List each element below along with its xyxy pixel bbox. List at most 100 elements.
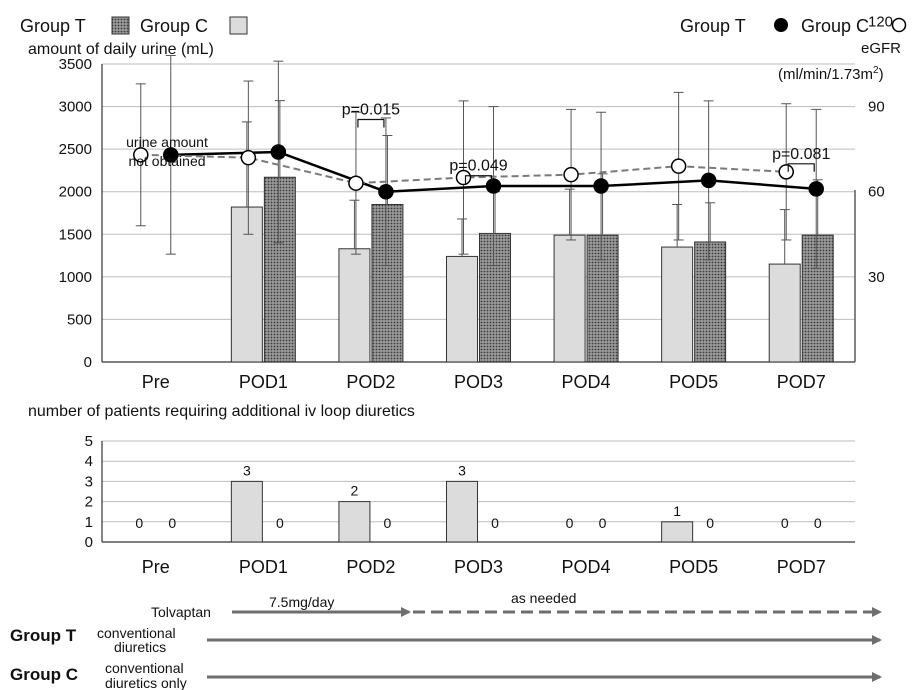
top-ytick-label: 0 bbox=[84, 354, 92, 371]
top-ytick-label: 3500 bbox=[59, 56, 92, 73]
loop-diuretics-chart: number of patients requiring additional … bbox=[28, 403, 855, 577]
diuretics-count-label: 0 bbox=[706, 515, 714, 531]
legend-bar-group-t: Group T bbox=[20, 16, 86, 36]
bottom-category-label: POD3 bbox=[454, 557, 503, 577]
treatment-timeline: Tolvaptan 7.5mg/day as needed Group T co… bbox=[10, 590, 882, 690]
top-right-tick-label: 30 bbox=[868, 269, 885, 286]
top-category-label: POD4 bbox=[562, 372, 611, 392]
point-legend: Group T Group C bbox=[680, 16, 907, 36]
urine-bar-group-c bbox=[338, 248, 371, 363]
bar-legend: Group T Group C bbox=[20, 16, 248, 36]
no-urine-note-line1: urine amount bbox=[126, 134, 208, 150]
bottom-category-label: POD2 bbox=[346, 557, 395, 577]
bottom-ticks: 0 1 2 3 4 5 bbox=[85, 433, 93, 551]
top-ytick-label: 2500 bbox=[59, 141, 92, 158]
egfr-point-group-c bbox=[563, 166, 579, 183]
egfr-point-group-c bbox=[670, 158, 687, 174]
egfr-point-group-t bbox=[700, 172, 717, 189]
legend-point-group-t: Group T bbox=[680, 16, 746, 36]
diuretics-count-label: 0 bbox=[491, 515, 499, 531]
bottom-category-label: POD7 bbox=[777, 557, 826, 577]
top-category-label: Pre bbox=[142, 372, 170, 392]
diuretics-count-label: 0 bbox=[566, 515, 574, 531]
bottom-ytick-label: 2 bbox=[85, 494, 93, 511]
diuretics-count-label: 0 bbox=[814, 515, 822, 531]
significance-bracket bbox=[464, 175, 493, 184]
egfr-point-group-c bbox=[455, 169, 472, 186]
urine-bar-group-t bbox=[694, 241, 727, 363]
urine-bar-group-t bbox=[479, 232, 511, 363]
urine-bar-group-t bbox=[371, 203, 404, 363]
diuretics-bar-group-c bbox=[338, 501, 371, 543]
legend-bar-group-c: Group C bbox=[140, 16, 208, 36]
top-ytick-label: 2000 bbox=[59, 184, 92, 201]
diuretics-count-label: 1 bbox=[673, 503, 681, 519]
top-ylabel: amount of daily urine (mL) bbox=[28, 41, 214, 58]
bottom-ytick-label: 3 bbox=[85, 473, 93, 490]
urine-bar-group-c bbox=[553, 234, 586, 363]
top-category-label: POD3 bbox=[454, 372, 503, 392]
group-t-label: Group T bbox=[10, 626, 77, 645]
as-needed-label: as needed bbox=[511, 590, 576, 606]
top-category-labels: Pre POD1 POD2 POD3 POD4 POD5 POD7 bbox=[142, 372, 826, 392]
urine-bar-group-t bbox=[586, 234, 619, 363]
bottom-category-label: POD4 bbox=[562, 557, 611, 577]
bottom-ytick-label: 5 bbox=[85, 433, 93, 450]
bottom-ytick-label: 1 bbox=[85, 514, 93, 531]
top-ytick-label: 1000 bbox=[59, 269, 92, 286]
legend-point-marker-t bbox=[774, 18, 788, 32]
p-value-label: p=0.049 bbox=[449, 158, 507, 175]
p-value-label: p=0.081 bbox=[772, 146, 830, 163]
egfr-label-line2: (ml/min/1.73m2) bbox=[778, 65, 884, 83]
significance-bracket bbox=[787, 163, 815, 172]
bottom-category-labels: Pre POD1 POD2 POD3 POD4 POD5 POD7 bbox=[142, 557, 826, 577]
legend-bar-swatch-t bbox=[111, 16, 130, 35]
diuretics-count-label: 0 bbox=[781, 515, 789, 531]
egfr-point-group-c bbox=[778, 164, 794, 180]
legend-bar-swatch-c bbox=[229, 16, 248, 35]
top-annotations: urine amount not obtained p=0.015 p=0.049 p=… bbox=[126, 102, 830, 184]
top-category-label: POD1 bbox=[239, 372, 288, 392]
urine-egfr-chart: amount of daily urine (mL) eGFR (ml/min/1… bbox=[28, 13, 901, 392]
tolvaptan-label: Tolvaptan bbox=[151, 604, 211, 620]
top-ytick-label: 3000 bbox=[59, 99, 92, 116]
top-category-label: POD2 bbox=[346, 372, 395, 392]
bottom-category-label: POD1 bbox=[239, 557, 288, 577]
legend-point-group-c: Group C bbox=[801, 16, 869, 36]
bottom-category-label: POD5 bbox=[669, 557, 718, 577]
egfr-point-group-t bbox=[485, 178, 502, 194]
dose-label: 7.5mg/day bbox=[269, 594, 334, 610]
top-left-ticks: 0 500 1000 1500 2000 2500 3000 3500 bbox=[59, 56, 92, 371]
egfr-axis-label: eGFR (ml/min/1.73m2) bbox=[778, 40, 901, 83]
urine-bar-group-c bbox=[768, 263, 801, 363]
bottom-chart-title: number of patients requiring additional … bbox=[28, 403, 415, 420]
egfr-point-group-t bbox=[163, 147, 179, 163]
top-right-tick-label: 60 bbox=[868, 184, 885, 201]
diuretics-count-label: 0 bbox=[168, 515, 176, 531]
diuretics-count-label: 3 bbox=[458, 462, 466, 478]
egfr-point-group-t bbox=[270, 144, 287, 160]
top-category-label: POD5 bbox=[669, 372, 718, 392]
no-urine-note-line2: not obtained bbox=[128, 153, 205, 169]
diuretics-count-label: 0 bbox=[599, 515, 607, 531]
egfr-lines bbox=[133, 54, 824, 269]
top-right-ticks: 30 60 90 120 bbox=[868, 13, 893, 285]
urine-bar-group-c bbox=[661, 246, 694, 363]
bottom-category-label: Pre bbox=[142, 557, 170, 577]
diuretics-count-label: 2 bbox=[351, 483, 359, 499]
conventional-t-line1: conventional bbox=[97, 625, 176, 641]
urine-bar-group-c bbox=[230, 206, 263, 363]
bottom-ytick-label: 4 bbox=[85, 453, 93, 470]
top-ytick-label: 500 bbox=[67, 311, 92, 328]
diuretics-bars: 0 3 2 3 0 1 0 0 0 0 0 0 0 0 bbox=[135, 462, 822, 543]
diuretics-count-label: 0 bbox=[135, 515, 143, 531]
diuretics-bar-group-c bbox=[446, 480, 478, 543]
top-gridlines bbox=[101, 63, 856, 363]
diuretics-bar-group-c bbox=[230, 480, 263, 543]
egfr-label-line1: eGFR bbox=[861, 40, 901, 57]
urine-bar-group-t bbox=[263, 176, 296, 363]
diuretics-count-label: 0 bbox=[276, 515, 284, 531]
egfr-point-group-t bbox=[808, 181, 824, 197]
top-category-label: POD7 bbox=[777, 372, 826, 392]
